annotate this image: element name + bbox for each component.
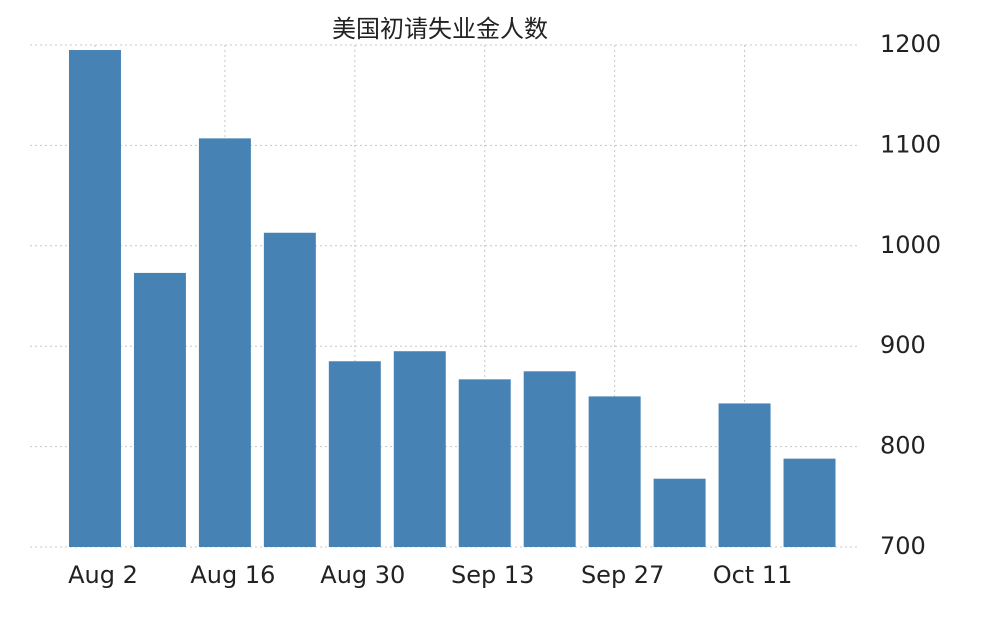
bar (263, 232, 316, 548)
chart-title: 美国初请失业金人数 (332, 15, 548, 43)
bar (588, 396, 641, 547)
y-tick-label: 1000 (880, 231, 941, 259)
y-tick-label: 900 (880, 331, 926, 359)
x-tick-label: Aug 16 (190, 561, 275, 589)
bar (718, 403, 771, 547)
bar (393, 351, 446, 547)
bar (68, 50, 121, 548)
bar (783, 458, 836, 547)
x-tick-label: Sep 27 (581, 561, 664, 589)
y-tick-label: 700 (880, 532, 926, 560)
y-tick-label: 1100 (880, 130, 941, 158)
y-tick-label: 1200 (880, 30, 941, 58)
bar (653, 478, 706, 547)
bar (133, 272, 186, 547)
x-tick-label: Aug 2 (68, 561, 138, 589)
bar (523, 371, 576, 547)
x-tick-label: Aug 30 (320, 561, 405, 589)
bar (328, 361, 381, 547)
x-tick-label: Oct 11 (713, 561, 793, 589)
y-tick-label: 800 (880, 432, 926, 460)
bar (458, 379, 511, 547)
x-tick-label: Sep 13 (451, 561, 534, 589)
bar (198, 138, 251, 547)
